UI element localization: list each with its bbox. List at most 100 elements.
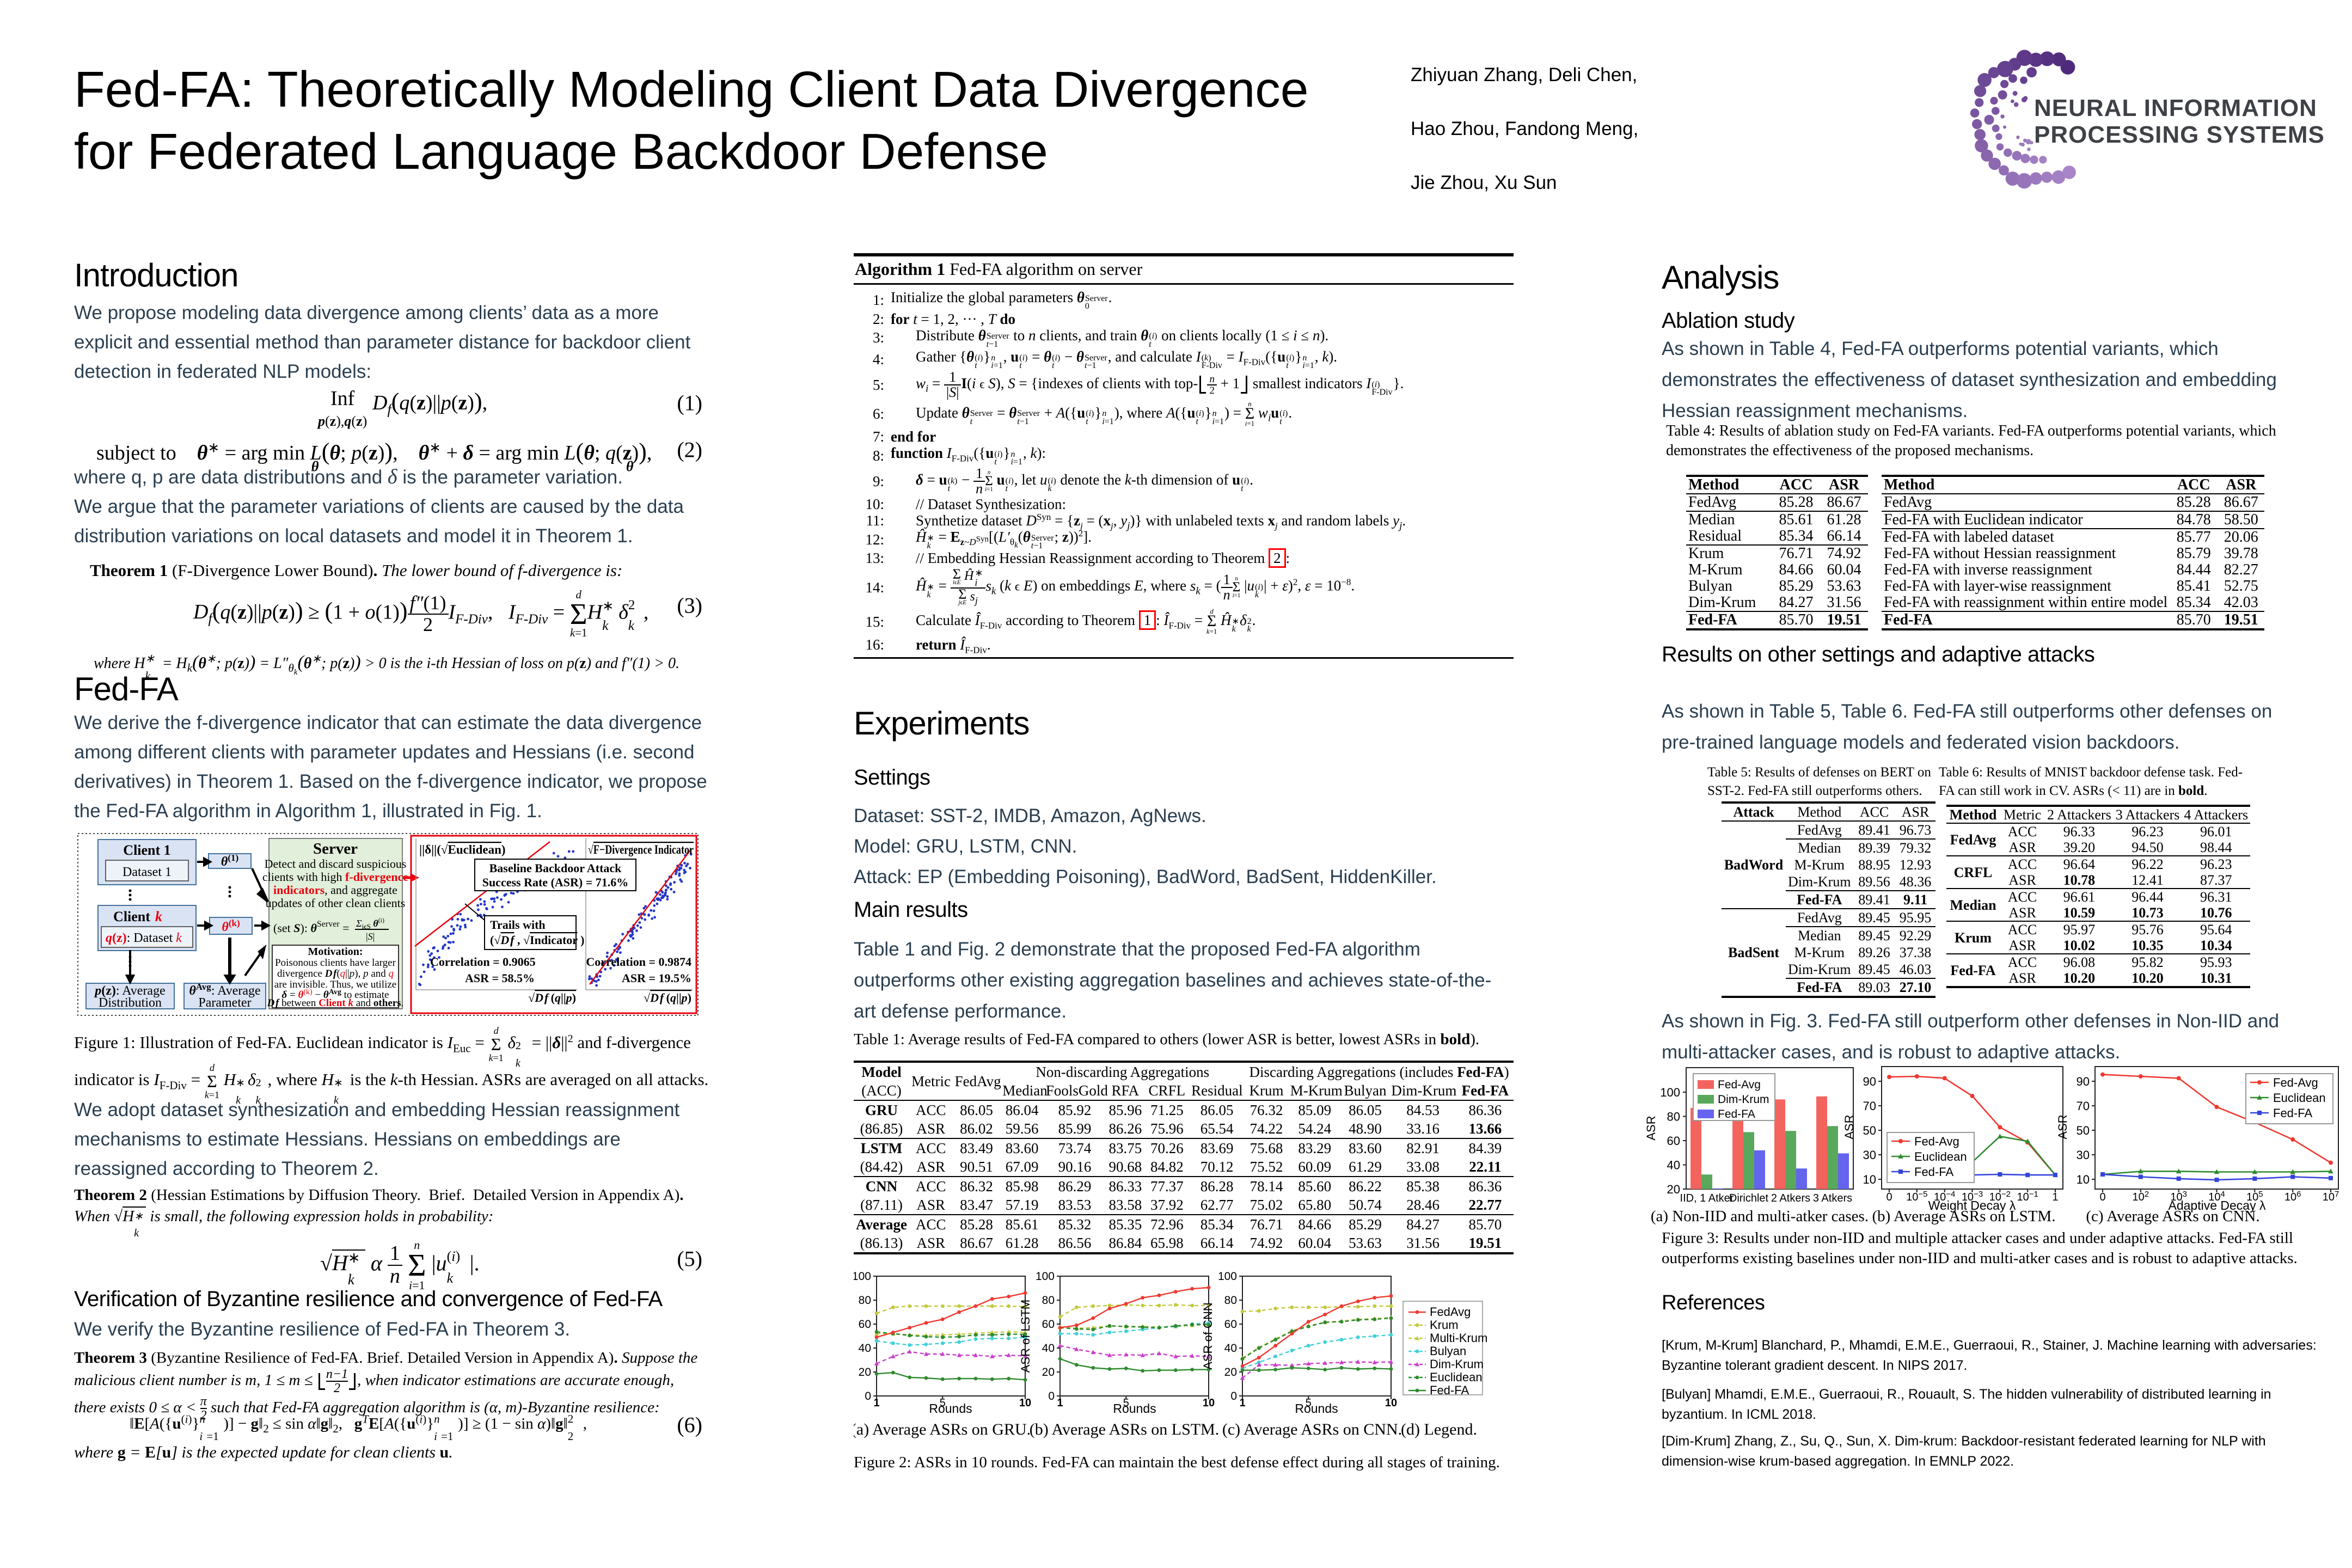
svg-text:90: 90: [1863, 1075, 1876, 1088]
svg-text:Weight Decay λ: Weight Decay λ: [1928, 1198, 2016, 1212]
svg-text:0: 0: [1886, 1191, 1892, 1203]
svg-text:107: 107: [2323, 1190, 2339, 1203]
svg-text:2 Atkers: 2 Atkers: [1771, 1192, 1810, 1204]
svg-text:60: 60: [1042, 1318, 1055, 1331]
svg-text:40: 40: [1042, 1342, 1055, 1355]
svg-text:ASR: ASR: [1842, 1114, 1856, 1139]
svg-text:Dirichlet: Dirichlet: [1729, 1192, 1769, 1204]
svg-text:0: 0: [1230, 1390, 1237, 1402]
svg-text:10: 10: [1019, 1397, 1031, 1409]
svg-text:Rounds: Rounds: [1113, 1401, 1156, 1416]
svg-text:50: 50: [1863, 1124, 1876, 1137]
svg-text:Baseline Backdoor Attack: Baseline Backdoor Attack: [489, 861, 622, 875]
svg-text:10: 10: [2077, 1173, 2090, 1186]
svg-text:NEURAL INFORMATION: NEURAL INFORMATION: [2034, 95, 2317, 121]
svg-text:Euclidean: Euclidean: [1914, 1150, 1967, 1163]
svg-text:(b) Average ASRs on LSTM.: (b) Average ASRs on LSTM.: [1872, 1208, 2056, 1225]
svg-text:Success Rate (ASR) = 71.6%: Success Rate (ASR) = 71.6%: [482, 875, 629, 889]
svg-text:Distribution: Distribution: [99, 996, 162, 1010]
svg-text:Euclidean: Euclidean: [2273, 1091, 2326, 1105]
svg-text:60: 60: [1224, 1318, 1237, 1331]
svg-text:5: 5: [1123, 1397, 1129, 1409]
svg-text:D f between Client k and other: D f between Client k and others.: [267, 997, 404, 1009]
svg-text:Client: Client: [113, 909, 150, 924]
svg-text:Euclidean: Euclidean: [1430, 1370, 1483, 1384]
svg-text:30: 30: [1863, 1148, 1876, 1162]
svg-text:Rounds: Rounds: [929, 1401, 972, 1416]
svg-text:PROCESSING SYSTEMS: PROCESSING SYSTEMS: [2034, 121, 2325, 148]
svg-text:80: 80: [1224, 1294, 1237, 1307]
svg-text:106: 106: [2284, 1190, 2301, 1203]
svg-text:FedAvg: FedAvg: [1430, 1305, 1471, 1319]
svg-text:1: 1: [1057, 1397, 1063, 1409]
svg-text:Fed-Avg: Fed-Avg: [1914, 1135, 1959, 1148]
svg-text:Server: Server: [313, 840, 358, 857]
svg-text:ASR of CNN: ASR of CNN: [1201, 1302, 1215, 1369]
svg-text:70: 70: [1863, 1099, 1876, 1113]
svg-text:ΣiϵS θ(i): ΣiϵS θ(i): [356, 916, 384, 930]
svg-text:p(z): Average: p(z): Average: [94, 984, 165, 998]
svg-text:90: 90: [2077, 1075, 2090, 1088]
svg-text:Fed-FA: Fed-FA: [1430, 1383, 1469, 1397]
svg-text:Correlation = 0.9874: Correlation = 0.9874: [586, 955, 691, 969]
svg-text:ASR = 19.5%: ASR = 19.5%: [622, 971, 691, 985]
svg-text:IID, 1 Atker: IID, 1 Atker: [1680, 1192, 1734, 1204]
svg-text:|S|: |S|: [366, 931, 375, 942]
svg-text:1: 1: [1239, 1397, 1245, 1409]
svg-text:105: 105: [2246, 1190, 2263, 1203]
svg-text:updates of other clean clients: updates of other clean clients: [266, 896, 406, 910]
svg-text:Dim-Krum: Dim-Krum: [1430, 1357, 1484, 1371]
svg-text:40: 40: [1667, 1159, 1680, 1172]
svg-text:Parameter: Parameter: [198, 996, 251, 1010]
svg-text:θ(k): θ(k): [222, 918, 240, 934]
svg-text:20: 20: [859, 1366, 871, 1379]
svg-text:100: 100: [1218, 1270, 1237, 1283]
svg-text:80: 80: [1042, 1294, 1055, 1307]
svg-text:(c) Average ASRs on CNN.: (c) Average ASRs on CNN.: [2086, 1208, 2259, 1225]
svg-text:60: 60: [1667, 1134, 1680, 1148]
svg-text:10: 10: [1385, 1397, 1397, 1409]
svg-text:are invisible. Thus, we utiliz: are invisible. Thus, we utilize: [274, 979, 396, 990]
svg-text:q(z): Dataset k: q(z): Dataset k: [106, 931, 182, 945]
svg-text:indicators, and aggregate: indicators, and aggregate: [273, 883, 397, 897]
svg-text:√F−Divergence Indicator: √F−Divergence Indicator: [588, 843, 694, 856]
svg-text:k: k: [155, 909, 162, 924]
svg-text:50: 50: [2077, 1124, 2090, 1137]
svg-text:Fed-Avg: Fed-Avg: [1718, 1079, 1761, 1091]
svg-text:√D f (q||p): √D f (q||p): [528, 991, 576, 1004]
svg-text:Figure 2: ASRs in 10 rounds. F: Figure 2: ASRs in 10 rounds. Fed-FA can …: [854, 1454, 1500, 1471]
svg-text:100: 100: [1660, 1086, 1680, 1099]
svg-text:102: 102: [2133, 1190, 2149, 1203]
svg-text:10: 10: [1203, 1397, 1215, 1409]
svg-text:ASR: ASR: [1644, 1116, 1658, 1140]
svg-text:5: 5: [940, 1397, 946, 1409]
svg-text:1: 1: [2052, 1191, 2058, 1203]
svg-text:(d) Legend.: (d) Legend.: [1401, 1420, 1477, 1438]
svg-text:1: 1: [873, 1397, 879, 1409]
svg-text:Bulyan: Bulyan: [1430, 1344, 1466, 1358]
svg-text:Motivation:: Motivation:: [308, 946, 363, 958]
svg-text:0: 0: [865, 1390, 871, 1402]
svg-text:ASR: ASR: [2056, 1114, 2069, 1139]
svg-text:clients with high f-divergence: clients with high f-divergence: [262, 870, 408, 884]
svg-text:ASR = 58.5%: ASR = 58.5%: [465, 971, 535, 985]
svg-text:30: 30: [2077, 1148, 2090, 1162]
svg-text:√D f (q||p): √D f (q||p): [644, 991, 691, 1004]
svg-text:104: 104: [2208, 1190, 2225, 1203]
svg-text:100: 100: [854, 1270, 871, 1283]
svg-text:60: 60: [859, 1318, 871, 1331]
svg-text:0: 0: [1048, 1390, 1055, 1402]
svg-text:Krum: Krum: [1430, 1318, 1459, 1332]
svg-text:10−5: 10−5: [1906, 1190, 1927, 1203]
svg-text:θ(1): θ(1): [221, 853, 238, 869]
svg-text:Poisonous clients have larger: Poisonous clients have larger: [275, 957, 396, 969]
svg-text:Dataset 1: Dataset 1: [122, 865, 171, 879]
svg-text:100: 100: [1036, 1270, 1055, 1283]
svg-text:Correlation = 0.9065: Correlation = 0.9065: [430, 955, 536, 969]
svg-text:θAvg: Average: θAvg: Average: [189, 982, 260, 998]
svg-text:80: 80: [1667, 1110, 1680, 1124]
svg-text:Fed-Avg: Fed-Avg: [2273, 1076, 2318, 1089]
svg-text:Trails with: Trails with: [490, 918, 546, 932]
svg-text:||δ||(√Euclidean): ||δ||(√Euclidean): [419, 843, 506, 856]
svg-text:3 Atkers: 3 Atkers: [1813, 1192, 1852, 1204]
